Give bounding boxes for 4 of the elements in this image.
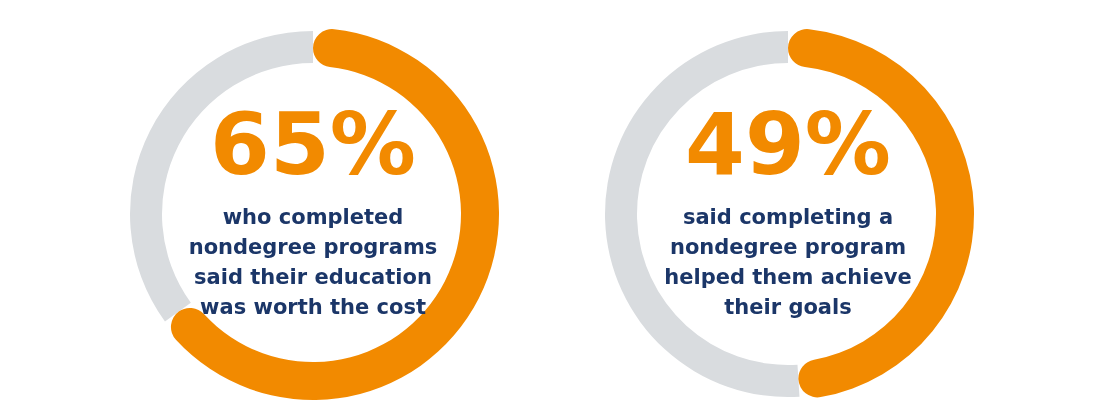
- text: said completing a nondegree program helped them achieve their goals: [664, 205, 912, 319]
- text: who completed nondegree programs said their education was worth the cost: [188, 205, 438, 319]
- data-label: 65%: [210, 94, 416, 194]
- data-label: 49%: [685, 94, 891, 194]
